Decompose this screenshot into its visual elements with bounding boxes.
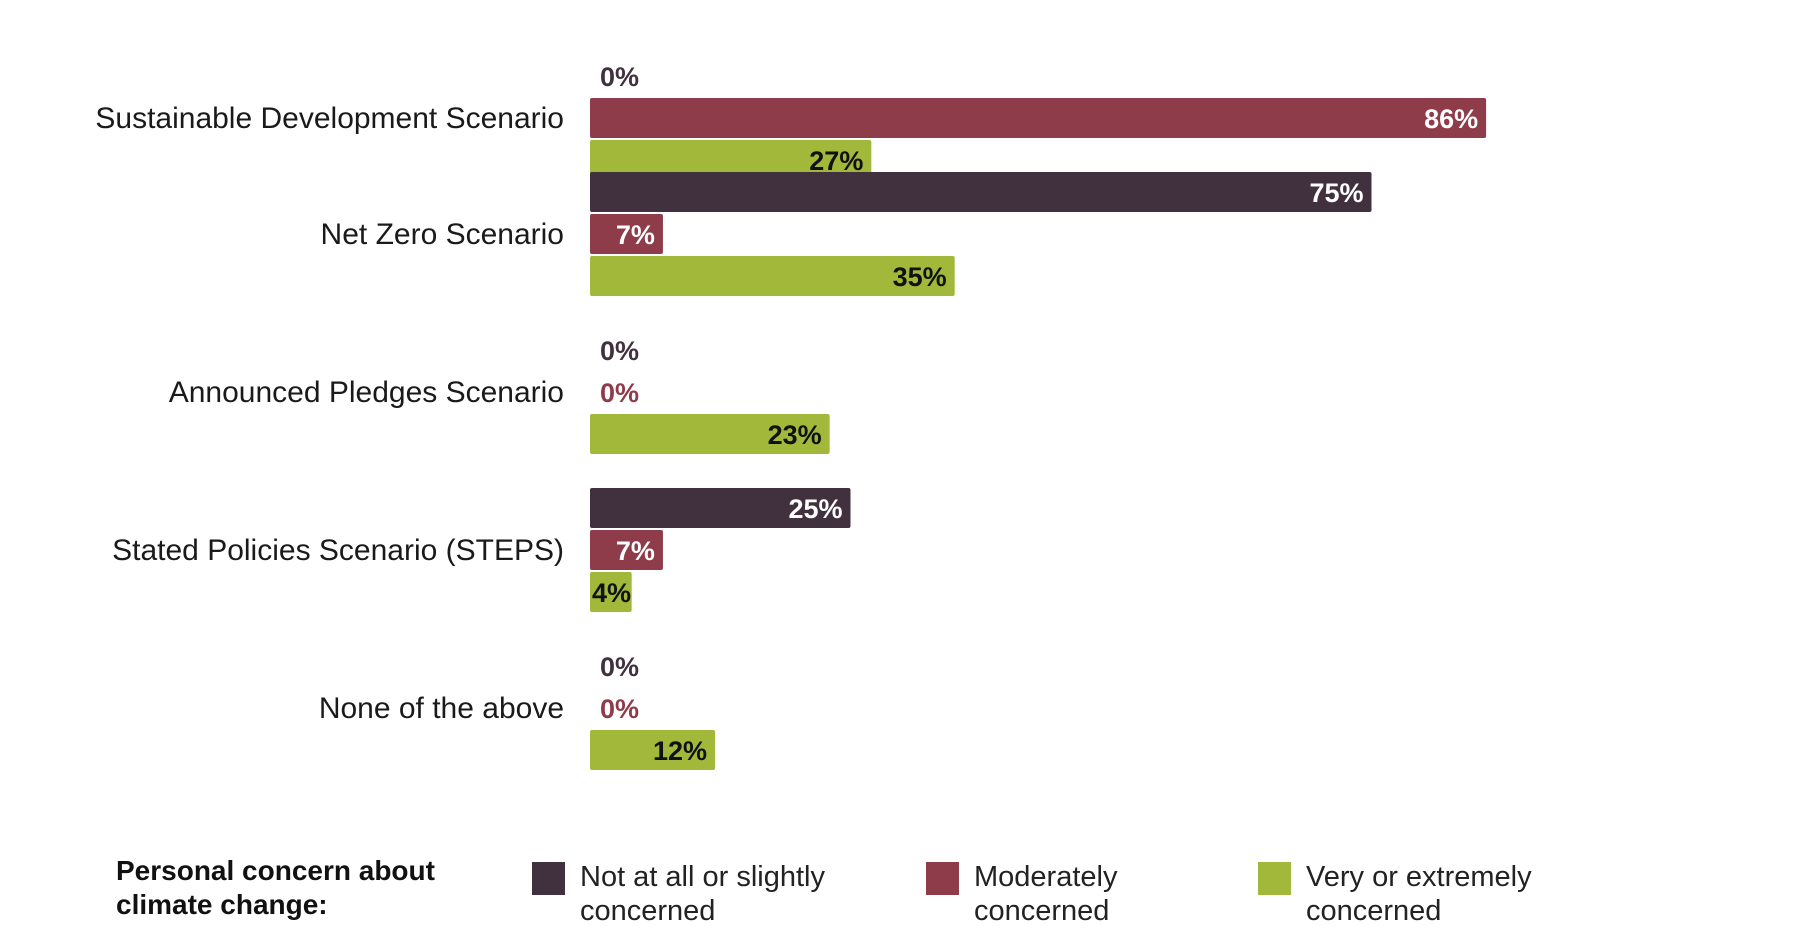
value-label: 23% (768, 420, 822, 450)
bar-moderately-concerned-stated-policies-scenario-steps (590, 530, 663, 570)
legend-label: Not at all or slightly (580, 861, 825, 893)
legend-label: Moderately (974, 861, 1118, 893)
legend-swatch-not-at-all-or-slightly-concerned (532, 862, 565, 895)
value-label: 0% (600, 62, 639, 92)
bar-moderately-concerned-net-zero-scenario (590, 214, 663, 254)
category-label: Announced Pledges Scenario (169, 376, 564, 409)
value-label: 7% (616, 220, 655, 250)
legend-label: concerned (1306, 895, 1441, 926)
category-label: Net Zero Scenario (321, 218, 564, 251)
category-group-net-zero-scenario: Net Zero Scenario 75% 7% 35% (321, 172, 1372, 296)
legend-label: concerned (580, 895, 715, 926)
bar-very-or-extremely-concerned-stated-policies-scenario-steps (590, 572, 632, 612)
category-group-none-of-the-above: None of the above 0% 0% 12% (319, 652, 716, 770)
category-group-sustainable-development-scenario: Sustainable Development Scenario 0% 86% 27% (95, 62, 1487, 180)
category-label: Stated Policies Scenario (STEPS) (112, 534, 564, 567)
value-label: 35% (893, 262, 947, 292)
bar-moderately-concerned-sustainable-development-scenario (590, 98, 1487, 138)
category-group-stated-policies-scenario-steps: Stated Policies Scenario (STEPS) 25% 7% 4% (112, 488, 851, 612)
bar-not-at-all-or-slightly-concerned-stated-policies-scenario-steps (590, 488, 851, 528)
value-label: 0% (600, 694, 639, 724)
value-label: 75% (1309, 178, 1363, 208)
value-label: 86% (1424, 104, 1478, 134)
bar-very-or-extremely-concerned-announced-pledges-scenario (590, 414, 830, 454)
legend-swatch-moderately-concerned (926, 862, 959, 895)
bar-not-at-all-or-slightly-concerned-net-zero-scenario (590, 172, 1372, 212)
bar-very-or-extremely-concerned-none-of-the-above (590, 730, 716, 770)
value-label: 25% (788, 494, 842, 524)
category-label: Sustainable Development Scenario (95, 102, 564, 135)
value-label: 0% (600, 378, 639, 408)
legend-label: concerned (974, 895, 1109, 926)
plot-area: Sustainable Development Scenario 0% 86% 27%… (95, 62, 1487, 770)
legend-title: Personal concern about (116, 855, 435, 886)
legend-title: climate change: (116, 889, 328, 920)
value-label: 7% (616, 536, 655, 566)
value-label: 0% (600, 652, 639, 682)
value-label: 4% (592, 578, 631, 608)
value-label: 0% (600, 336, 639, 366)
category-group-announced-pledges-scenario: Announced Pledges Scenario 0% 0% 23% (169, 336, 830, 454)
category-label: None of the above (319, 692, 564, 725)
value-label: 12% (653, 736, 707, 766)
bar-very-or-extremely-concerned-sustainable-development-scenario (590, 140, 872, 180)
legend-swatch-very-or-extremely-concerned (1258, 862, 1291, 895)
legend-label: Very or extremely (1306, 861, 1532, 893)
bar-very-or-extremely-concerned-net-zero-scenario (590, 256, 955, 296)
value-label: 27% (809, 146, 863, 176)
